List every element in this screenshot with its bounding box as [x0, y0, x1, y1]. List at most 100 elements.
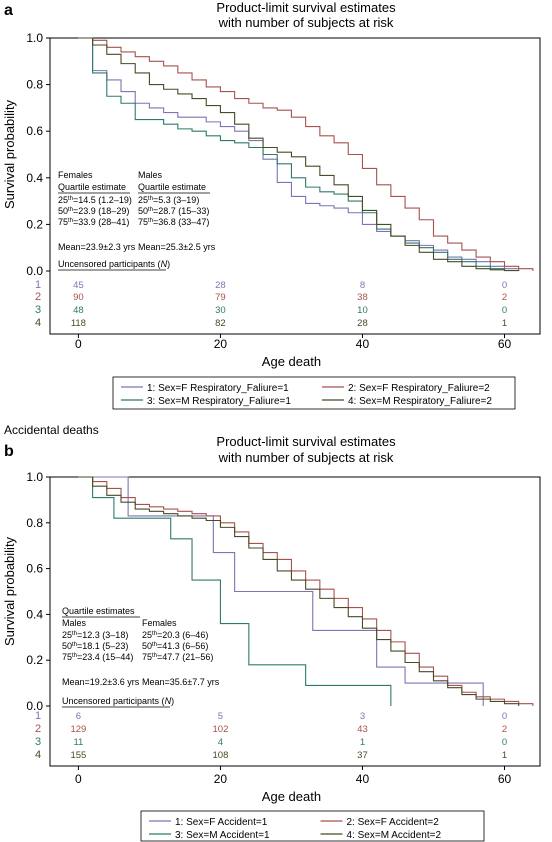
legend-entry: 1: Sex=F Accident=1 [175, 817, 268, 828]
stats-left-head: Males [62, 618, 87, 628]
stats-box: Females Males Quartile estimate Quartile es… [58, 170, 216, 252]
x-axis-label: Age death [262, 354, 321, 369]
legend-entry: 4: Sex=M Respiratory_Faliure=2 [348, 396, 492, 407]
risk-row-label: 3 [35, 304, 41, 316]
stats-right-mean: Mean=35.6±7.7 yrs [142, 677, 220, 687]
plot-frame [49, 476, 541, 767]
legend-entry: 2: Sex=F Accident=2 [347, 817, 440, 828]
y-axis-label: Survival probability [2, 99, 17, 209]
risk-count: 2 [502, 724, 507, 735]
risk-count: 102 [213, 724, 229, 735]
risk-count: 10 [357, 305, 368, 316]
risk-count: 4 [218, 737, 223, 748]
x-axis-label: Age death [262, 789, 321, 804]
stats-left-row: 75th=33.9 (28–41) [58, 217, 129, 227]
y-tick-label: 0.4 [26, 607, 43, 621]
stats-left-row: 50th=23.9 (18–29) [58, 206, 129, 216]
risk-count: 0 [502, 711, 507, 722]
risk-count: 155 [70, 750, 86, 761]
legend-box [112, 376, 516, 410]
y-tick-label: 1.0 [26, 31, 43, 45]
stats-left-mean: Mean=23.9±2.3 yrs [58, 242, 136, 252]
legend-entry: 3: Sex=M Respiratory_Faliure=1 [147, 396, 291, 407]
risk-count: 1 [360, 737, 365, 748]
risk-count: 2 [502, 292, 507, 303]
risk-count: 82 [215, 318, 226, 329]
legend-entry: 2: Sex=F Respiratory_Faliure=2 [348, 383, 490, 394]
y-tick-label: 0.0 [26, 699, 43, 713]
risk-count: 28 [357, 318, 368, 329]
stats-left-subhead: Quartile estimate [58, 182, 126, 192]
risk-row-label: 1 [35, 710, 41, 722]
y-tick-label: 0.4 [26, 171, 43, 185]
stats-title: Quartile estimates [62, 606, 135, 616]
survival-curve-4 [78, 476, 520, 706]
x-tick-label: 20 [214, 337, 228, 351]
risk-count: 0 [502, 737, 507, 748]
stats-left-row: 75th=23.4 (15–44) [62, 652, 133, 662]
x-tick-label: 0 [75, 337, 82, 351]
risk-count: 8 [360, 280, 365, 291]
stats-left-row: 25th=14.5 (1.2–19) [58, 195, 132, 205]
survival-curve-2 [78, 37, 534, 271]
legend: 1: Sex=F Accident=1 2: Sex=F Accident=2 3:… [140, 810, 485, 842]
risk-count: 30 [215, 305, 226, 316]
risk-count: 129 [70, 724, 86, 735]
risk-count: 3 [360, 711, 365, 722]
risk-count: 28 [215, 280, 226, 291]
risk-table: 1 6 5 3 02 129 102 43 23 11 4 1 04 155 108 37 1 [35, 710, 507, 761]
risk-table-label: Uncensored participants (N) [62, 696, 174, 706]
survival-curve-1 [78, 476, 484, 706]
stats-right-row: 75th=36.8 (33–47) [138, 217, 209, 227]
stats-right-subhead: Quartile estimate [138, 182, 206, 192]
risk-count: 1 [502, 318, 507, 329]
panel-b: Accidental deaths b Product-limit survival… [2, 423, 541, 842]
legend-entry: 3: Sex=M Accident=1 [175, 830, 270, 841]
risk-count: 79 [215, 292, 226, 303]
panel-label: b [4, 443, 14, 460]
stats-right-row: 75th=47.7 (21–56) [142, 652, 213, 662]
stats-left-head: Females [58, 170, 93, 180]
risk-count: 118 [71, 318, 86, 329]
stats-box: Quartile estimates Males Females 25th=12.3 … [62, 606, 220, 687]
stats-right-row: 50th=28.7 (15–33) [138, 206, 209, 216]
y-tick-label: 0.8 [26, 78, 43, 92]
panel-label: a [4, 2, 13, 19]
y-axis-label: Survival probability [2, 536, 17, 646]
chart-subtitle: with number of subjects at risk [218, 450, 394, 465]
risk-count: 0 [502, 280, 507, 291]
y-tick-label: 0.0 [26, 264, 43, 278]
stats-left-row: 50th=18.1 (5–23) [62, 641, 128, 651]
survival-curve-4 [78, 37, 520, 272]
risk-count: 90 [73, 292, 84, 303]
stats-right-head: Males [138, 170, 163, 180]
stats-right-head: Females [142, 618, 177, 628]
legend-entry: 1: Sex=F Respiratory_Faliure=1 [147, 383, 289, 394]
legend-box [140, 810, 485, 842]
y-tick-label: 0.6 [26, 124, 43, 138]
x-tick-label: 0 [75, 772, 82, 786]
risk-count: 48 [73, 305, 84, 316]
x-tick-label: 60 [498, 337, 512, 351]
stats-right-mean: Mean=25.3±2.5 yrs [138, 242, 216, 252]
legend: 1: Sex=F Respiratory_Faliure=1 2: Sex=F R… [112, 376, 516, 410]
chart-title: Product-limit survival estimates [216, 434, 396, 449]
x-tick-label: 60 [498, 772, 512, 786]
y-tick-label: 0.2 [26, 217, 43, 231]
risk-count: 108 [213, 750, 229, 761]
chart-subtitle: with number of subjects at risk [218, 15, 394, 30]
legend-entry: 4: Sex=M Accident=2 [347, 830, 442, 841]
risk-count: 37 [357, 750, 368, 761]
chart-title: Product-limit survival estimates [216, 0, 396, 15]
risk-table: 1 45 28 8 02 90 79 38 23 48 30 10 04 118 82 28 1 [35, 279, 507, 329]
stats-right-row: 50th=41.3 (6–56) [142, 641, 208, 651]
risk-row-label: 3 [35, 736, 41, 748]
risk-count: 0 [502, 305, 507, 316]
risk-row-label: 2 [35, 723, 41, 735]
survival-curve-3 [78, 476, 392, 706]
risk-table-label: Uncensored participants (N) [58, 259, 170, 269]
x-tick-label: 20 [214, 772, 228, 786]
risk-count: 5 [218, 711, 223, 722]
